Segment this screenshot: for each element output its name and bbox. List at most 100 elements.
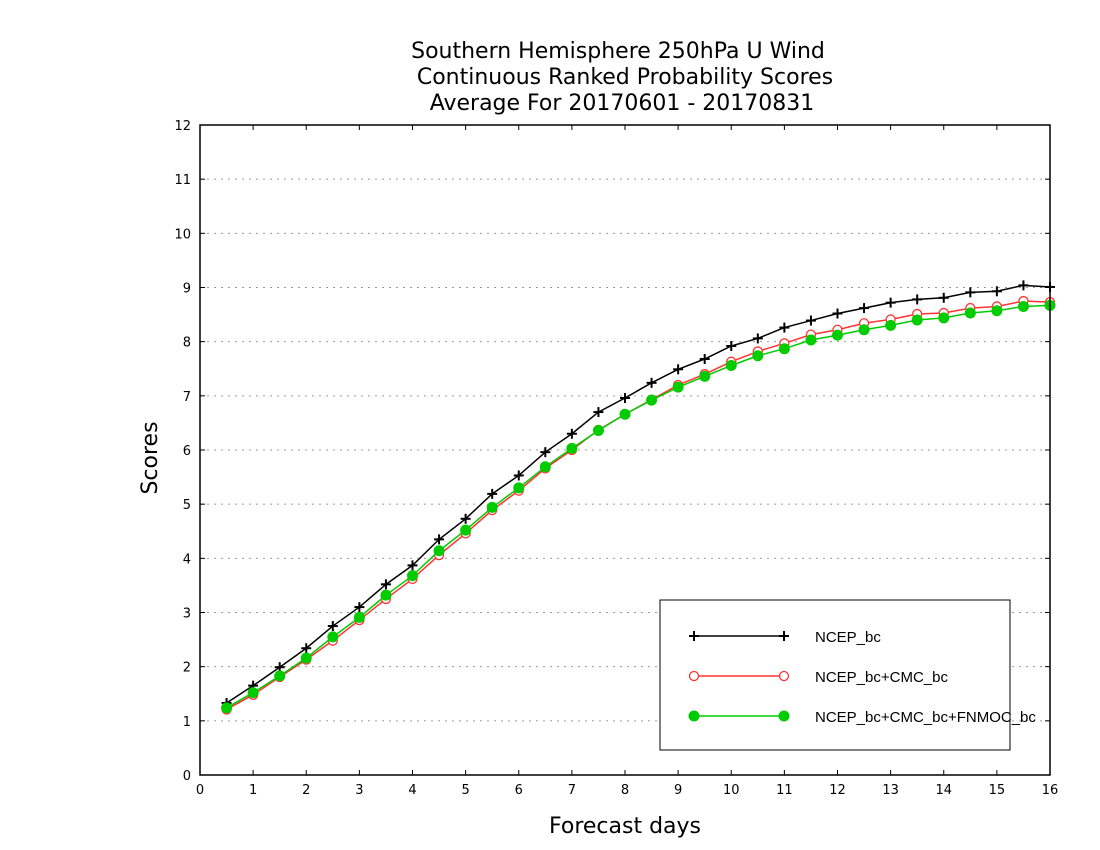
- legend-marker: [779, 631, 789, 641]
- data-point: [221, 702, 233, 714]
- data-point: [991, 305, 1003, 317]
- data-point: [832, 308, 843, 319]
- y-tick-label: 9: [183, 282, 191, 297]
- data-point: [380, 589, 392, 601]
- x-axis-ticks: 0 1 2 3 4 5 6 7 8 9 10 11 12 13 14 15 16: [196, 125, 1058, 798]
- x-tick-label: 8: [621, 783, 629, 798]
- y-tick-label: 2: [183, 661, 191, 676]
- data-point: [353, 611, 365, 623]
- series-3: [221, 299, 1056, 714]
- data-point: [300, 652, 312, 664]
- data-point: [593, 407, 604, 418]
- data-point: [540, 447, 551, 458]
- legend-marker: [778, 670, 790, 682]
- y-tick-label: 7: [183, 390, 191, 405]
- y-tick-label: 3: [183, 607, 191, 622]
- data-point: [832, 329, 843, 341]
- data-point: [885, 297, 896, 308]
- x-tick-label: 7: [568, 783, 576, 798]
- legend-marker: [689, 631, 699, 641]
- y-tick-label: 4: [183, 552, 191, 567]
- data-point: [646, 394, 658, 406]
- legend: NCEP_bc NCEP_bc+CMC_bc NCEP_bc+CMC_bc+FNMO…: [659, 599, 1036, 751]
- x-tick-label: 5: [461, 783, 469, 798]
- data-point: [513, 470, 524, 481]
- data-point: [1018, 280, 1029, 291]
- data-point: [938, 312, 950, 324]
- data-point: [566, 428, 577, 439]
- x-tick-label: 3: [355, 783, 363, 798]
- legend-entry-1: NCEP_bc: [689, 629, 881, 646]
- data-point: [460, 524, 472, 536]
- data-point: [460, 513, 471, 524]
- data-point: [274, 670, 286, 682]
- data-point: [592, 425, 604, 436]
- data-point: [805, 315, 816, 326]
- x-tick-label: 6: [515, 783, 523, 798]
- data-point: [354, 602, 365, 613]
- data-point: [327, 631, 339, 643]
- y-tick-label: 12: [174, 119, 191, 134]
- data-point: [327, 621, 338, 632]
- data-point: [991, 286, 1002, 297]
- data-point: [911, 314, 923, 326]
- y-tick-label: 8: [183, 336, 191, 351]
- legend-marker: [688, 710, 700, 722]
- x-tick-label: 16: [1042, 783, 1059, 798]
- x-tick-label: 1: [249, 783, 257, 798]
- y-tick-label: 1: [183, 715, 191, 730]
- data-point: [699, 370, 711, 382]
- data-point: [247, 687, 259, 699]
- data-point: [725, 360, 737, 371]
- data-point: [513, 482, 525, 494]
- x-axis-label: Forecast days: [549, 814, 701, 839]
- data-point: [885, 319, 897, 331]
- data-point: [778, 343, 790, 355]
- y-tick-label: 5: [183, 498, 191, 513]
- x-tick-label: 2: [302, 783, 310, 798]
- data-point: [646, 377, 657, 388]
- data-point: [752, 333, 763, 344]
- data-point: [486, 501, 498, 513]
- data-point: [620, 393, 630, 403]
- data-point: [434, 534, 445, 545]
- x-tick-label: 10: [723, 783, 740, 798]
- data-point: [805, 334, 817, 346]
- data-point: [912, 294, 923, 305]
- x-tick-label: 0: [196, 783, 204, 798]
- data-point: [433, 545, 445, 557]
- chart-title-line-1: Southern Hemisphere 250hPa U Wind: [411, 39, 825, 64]
- series-1: [221, 280, 1055, 708]
- data-point: [539, 461, 551, 473]
- legend-label: NCEP_bc: [815, 629, 881, 646]
- data-point: [407, 560, 418, 571]
- data-point: [726, 341, 737, 351]
- data-point: [619, 408, 631, 420]
- legend-label: NCEP_bc+CMC_bc+FNMOC_bc: [815, 709, 1036, 726]
- data-point: [380, 579, 391, 590]
- data-point: [407, 570, 418, 582]
- legend-box: [659, 599, 1011, 751]
- legend-entry-2: NCEP_bc+CMC_bc: [688, 669, 948, 686]
- legend-entry-3: NCEP_bc+CMC_bc+FNMOC_bc: [688, 709, 1036, 726]
- x-tick-label: 12: [829, 783, 846, 798]
- x-tick-label: 15: [989, 783, 1006, 798]
- legend-label: NCEP_bc+CMC_bc: [815, 669, 948, 686]
- chart-title-line-2: Continuous Ranked Probability Scores: [417, 65, 833, 90]
- y-axis-label: Scores: [138, 421, 163, 494]
- data-point: [938, 292, 949, 303]
- data-point: [672, 381, 684, 393]
- x-tick-label: 14: [935, 783, 952, 798]
- data-point: [487, 488, 498, 499]
- x-tick-label: 11: [776, 783, 793, 798]
- data-point: [752, 350, 764, 362]
- data-point: [566, 442, 578, 454]
- y-tick-label: 10: [174, 227, 191, 242]
- chart-title-line-3: Average For 20170601 - 20170831: [430, 91, 815, 116]
- data-point: [964, 307, 976, 319]
- data-point: [965, 287, 976, 298]
- chart-title: Southern Hemisphere 250hPa U Wind Contin…: [411, 39, 833, 116]
- legend-marker: [688, 670, 700, 682]
- y-tick-label: 6: [183, 444, 191, 459]
